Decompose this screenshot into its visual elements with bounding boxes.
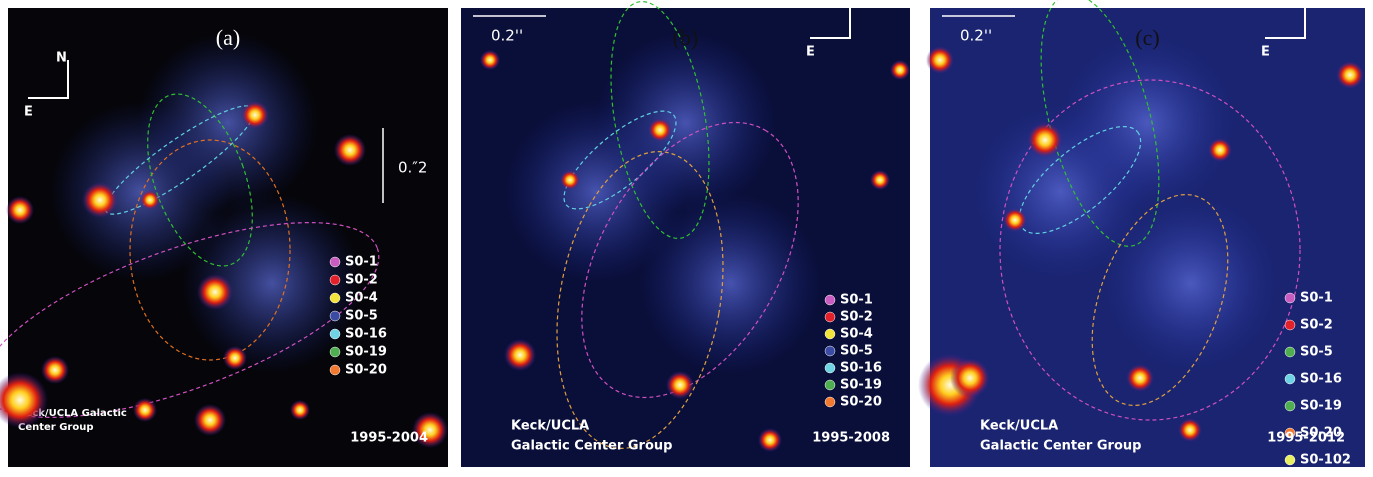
year-range: 1995-2012 (1267, 431, 1345, 446)
legend-marker (1285, 374, 1295, 384)
legend-marker (330, 329, 340, 339)
legend-marker (330, 365, 340, 375)
star (334, 134, 366, 166)
star (504, 339, 536, 371)
diffuse-glow (1101, 193, 1281, 373)
legend-label: S0-102 (1300, 453, 1351, 468)
star (480, 50, 500, 70)
star (758, 428, 782, 452)
legend-label: S0-5 (1300, 345, 1333, 360)
legend-marker (825, 346, 835, 356)
legend-label: S0-4 (345, 291, 378, 306)
legend-marker (330, 311, 340, 321)
legend-marker (825, 380, 835, 390)
star (950, 358, 990, 398)
star (870, 170, 890, 190)
star (194, 404, 226, 436)
legend-marker (1285, 320, 1295, 330)
star (82, 182, 118, 218)
legend-marker (330, 293, 340, 303)
compass-east: E (1261, 45, 1270, 60)
star (1178, 418, 1202, 442)
star (197, 274, 233, 310)
legend-label: S0-20 (840, 395, 882, 410)
star (1027, 122, 1063, 158)
legend-label: S0-2 (345, 273, 378, 288)
legend-label: S0-2 (840, 310, 873, 325)
legend-marker (330, 275, 340, 285)
scale-label: 0.″2 (398, 159, 427, 177)
legend-label: S0-2 (1300, 318, 1333, 333)
star (223, 346, 247, 370)
compass-east: E (806, 45, 815, 60)
legend-label: S0-1 (840, 293, 873, 308)
legend-label: S0-16 (345, 327, 387, 342)
legend-label: S0-19 (840, 378, 882, 393)
legend-marker (825, 295, 835, 305)
legend-label: S0-16 (1300, 372, 1342, 387)
legend-marker (825, 329, 835, 339)
diffuse-glow (1058, 33, 1238, 213)
legend-label: S0-1 (345, 255, 378, 270)
legend-label: S0-4 (840, 327, 873, 342)
star (6, 196, 34, 224)
star (666, 371, 694, 399)
panel-label: (b) (673, 25, 699, 50)
legend-marker (825, 397, 835, 407)
star (1126, 364, 1154, 392)
star (1208, 138, 1232, 162)
star (241, 101, 269, 129)
panel: (c)NE0.2''S0-1S0-2S0-5S0-16S0-19S0-20S0-… (918, 0, 1365, 473)
compass-north: N (838, 0, 849, 6)
credit-line: Keck/UCLA (511, 419, 589, 434)
year-range: 1995-2008 (812, 431, 890, 446)
legend-label: S0-5 (345, 309, 378, 324)
legend-label: S0-1 (1300, 291, 1333, 306)
credit-line: Galactic Center Group (980, 439, 1141, 454)
compass-east: E (24, 105, 33, 120)
legend-label: S0-20 (345, 363, 387, 378)
diffuse-glow (596, 33, 776, 213)
credit-line: Galactic Center Group (511, 439, 672, 454)
legend-marker (1285, 347, 1295, 357)
legend-marker (330, 257, 340, 267)
star (133, 398, 157, 422)
figure: (a)NE0.″2S0-1S0-2S0-4S0-5S0-16S0-19S0-20… (0, 0, 1373, 473)
legend-label: S0-19 (1300, 399, 1342, 414)
legend-marker (825, 363, 835, 373)
diffuse-glow (138, 33, 318, 213)
panel-label: (a) (216, 25, 240, 50)
legend-label: S0-16 (840, 361, 882, 376)
compass-north: N (56, 51, 67, 66)
diffuse-glow (640, 193, 820, 373)
star (890, 60, 910, 80)
legend-marker (1285, 401, 1295, 411)
star (648, 118, 672, 142)
star (560, 170, 580, 190)
star (1003, 208, 1027, 232)
year-range: 1995-2004 (350, 431, 428, 446)
legend-marker (330, 347, 340, 357)
panel: (a) N E 0.″2 S0-1 S0-2 S0-4 S0-5 S0-16 S0-19 S0-20… (0, 8, 448, 467)
legend-label: S0-5 (840, 344, 873, 359)
compass-north: N (1293, 0, 1304, 6)
legend-marker (1285, 293, 1295, 303)
scale-label: 0.2'' (491, 27, 523, 45)
legend-label: S0-19 (345, 345, 387, 360)
scale-label: 0.2'' (960, 27, 992, 45)
legend-marker (1285, 455, 1295, 465)
star (1336, 61, 1364, 89)
star (926, 46, 954, 74)
star (41, 356, 69, 384)
star (290, 400, 310, 420)
credit-line: Keck/UCLA (980, 419, 1058, 434)
panel-label: (c) (1135, 25, 1159, 50)
legend-marker (825, 312, 835, 322)
star (140, 190, 160, 210)
